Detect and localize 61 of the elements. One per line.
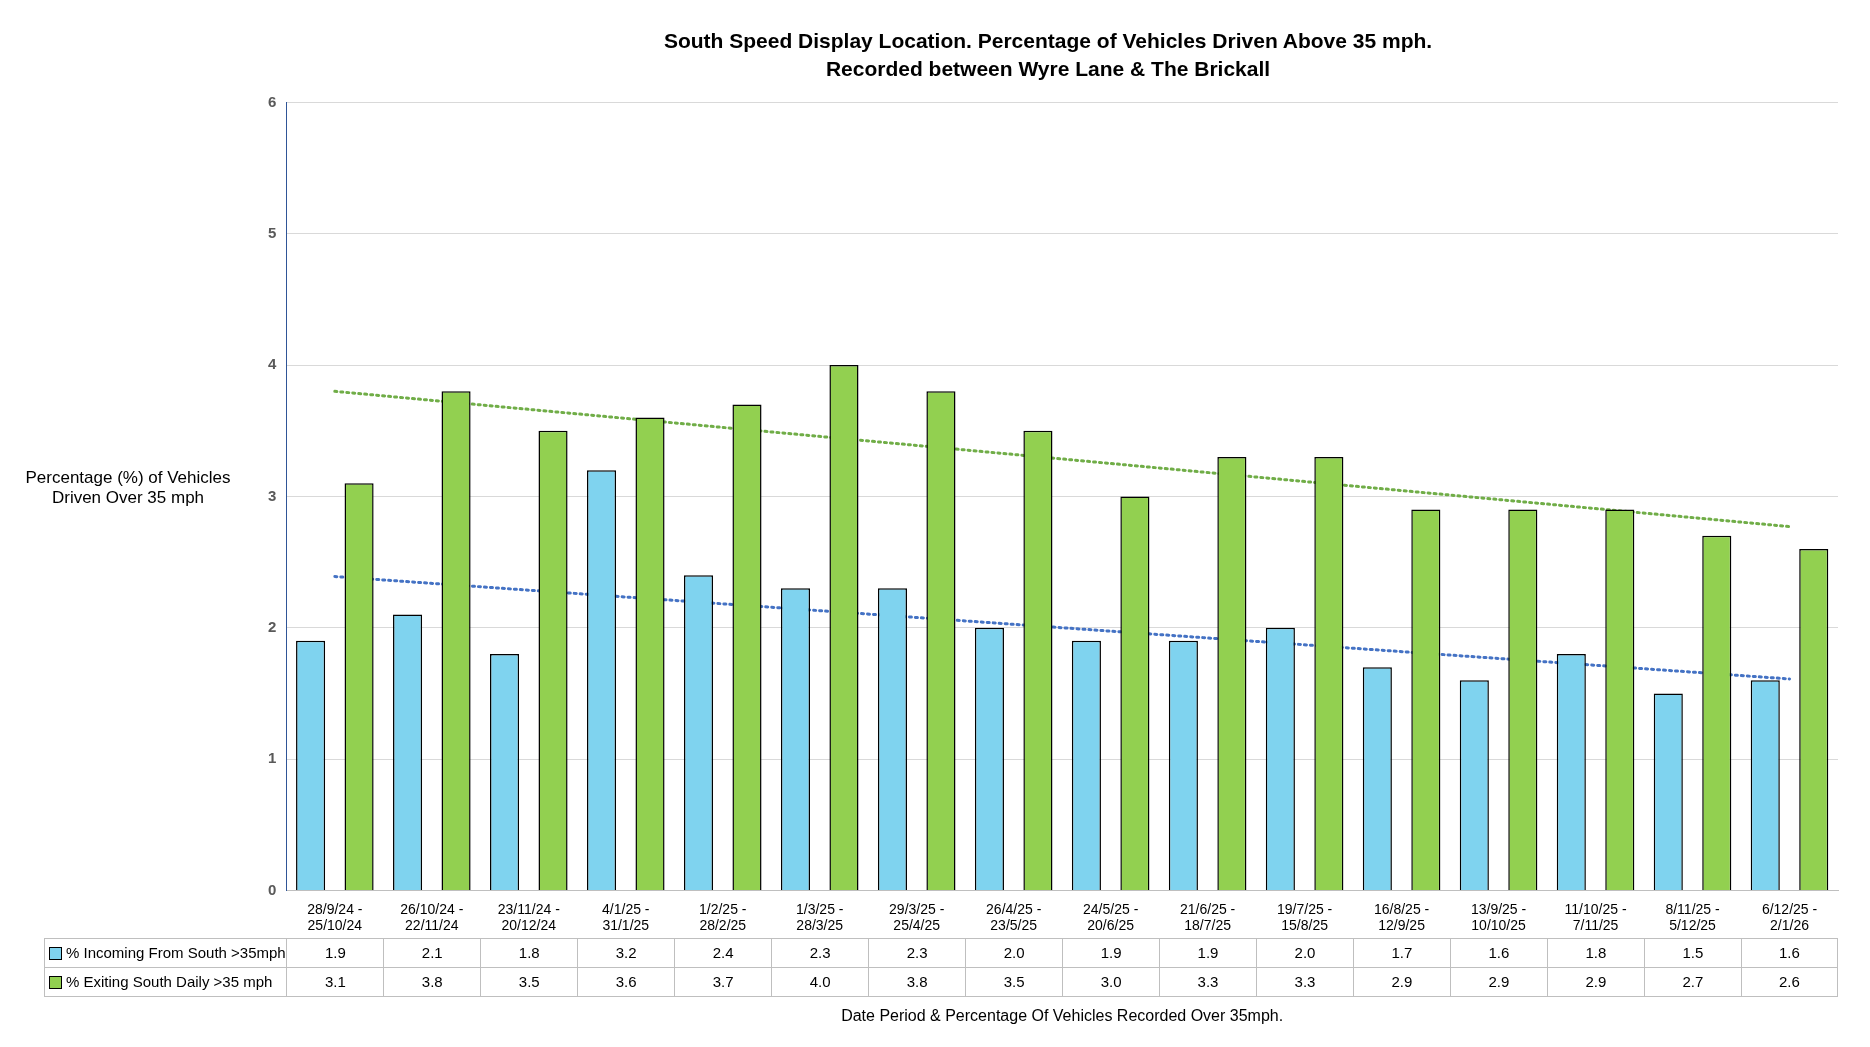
data-label: 3.6 xyxy=(577,968,675,996)
chart-title: South Speed Display Location. Percentage of Vehicles Driven Above 35 mph. xyxy=(663,29,1433,53)
data-label: 2.9 xyxy=(1546,968,1644,996)
y-tick-label: 1 xyxy=(268,749,277,767)
x-tick-label: 21/6/25 - 18/7/25 xyxy=(1180,900,1236,934)
x-tick-label: 8/11/25 - 5/12/25 xyxy=(1665,900,1720,934)
data-label: 1.7 xyxy=(1352,939,1450,967)
x-tick-label: 1/3/25 - 28/3/25 xyxy=(795,900,844,934)
data-label: 3.1 xyxy=(286,968,384,996)
legend-label: % Incoming From South >35mph xyxy=(66,943,286,963)
x-tick-label: 6/12/25 - 2/1/26 xyxy=(1761,900,1818,934)
x-tick-label: 29/3/25 - 25/4/25 xyxy=(889,900,945,934)
data-label: 3.2 xyxy=(577,939,675,967)
data-label: 1.5 xyxy=(1643,939,1741,967)
y-tick-label: 2 xyxy=(268,617,277,635)
data-label: 1.8 xyxy=(1546,939,1644,967)
data-label: 1.6 xyxy=(1740,939,1838,967)
y-tick-label: 6 xyxy=(268,92,277,110)
data-label: 4.0 xyxy=(771,968,869,996)
chart-subtitle: Recorded between Wyre Lane & The Brickall xyxy=(825,56,1271,80)
y-axis-title: Percentage (%) of Vehicles Driven Over 35 mph xyxy=(24,468,232,508)
x-tick-label: 26/10/24 - 22/11/24 xyxy=(400,900,464,934)
data-label: 2.3 xyxy=(771,939,869,967)
y-tick-label: 3 xyxy=(268,486,277,504)
x-tick-label: 11/10/25 - 7/11/25 xyxy=(1564,900,1627,934)
data-label: 1.9 xyxy=(1159,939,1257,967)
legend-label: % Exiting South Daily >35 mph xyxy=(66,972,273,992)
data-label: 1.9 xyxy=(1062,939,1160,967)
data-label: 2.0 xyxy=(965,939,1063,967)
x-tick-label: 24/5/25 - 20/6/25 xyxy=(1083,900,1139,934)
x-tick-label: 26/4/25 - 23/5/25 xyxy=(986,900,1042,934)
data-label: 1.8 xyxy=(480,939,578,967)
x-axis-title: Date Period & Percentage Of Vehicles Recorded Over 35mph. xyxy=(840,1007,1285,1025)
x-tick-label: 4/1/25 - 31/1/25 xyxy=(602,900,650,934)
data-label: 3.3 xyxy=(1159,968,1257,996)
data-label: 2.0 xyxy=(1256,939,1353,967)
data-label: 2.3 xyxy=(868,939,966,967)
data-label: 2.9 xyxy=(1352,968,1450,996)
data-label: 2.7 xyxy=(1643,968,1741,996)
data-label: 3.5 xyxy=(480,968,578,996)
x-tick-label: 16/8/25 - 12/9/25 xyxy=(1373,900,1430,934)
data-label: 3.8 xyxy=(868,968,966,996)
data-label: 1.9 xyxy=(286,939,384,967)
x-tick-label: 23/11/24 - 20/12/24 xyxy=(497,900,561,934)
y-tick-label: 5 xyxy=(268,223,277,241)
x-tick-label: 28/9/24 - 25/10/24 xyxy=(307,900,363,934)
x-tick-label: 13/9/25 - 10/10/25 xyxy=(1470,900,1527,934)
data-label: 3.0 xyxy=(1062,968,1160,996)
y-tick-label: 0 xyxy=(268,880,277,898)
data-label: 2.1 xyxy=(383,939,481,967)
data-label: 3.5 xyxy=(965,968,1063,996)
x-tick-label: 1/2/25 - 28/2/25 xyxy=(699,900,747,934)
data-label: 2.6 xyxy=(1740,968,1838,996)
data-label: 2.9 xyxy=(1449,968,1547,996)
data-label: 3.3 xyxy=(1256,968,1353,996)
data-label: 2.4 xyxy=(674,939,772,967)
data-label: 3.7 xyxy=(674,968,772,996)
data-label: 1.6 xyxy=(1449,939,1547,967)
y-tick-label: 4 xyxy=(268,355,277,373)
x-tick-label: 19/7/25 - 15/8/25 xyxy=(1276,900,1333,934)
data-label: 3.8 xyxy=(383,968,481,996)
